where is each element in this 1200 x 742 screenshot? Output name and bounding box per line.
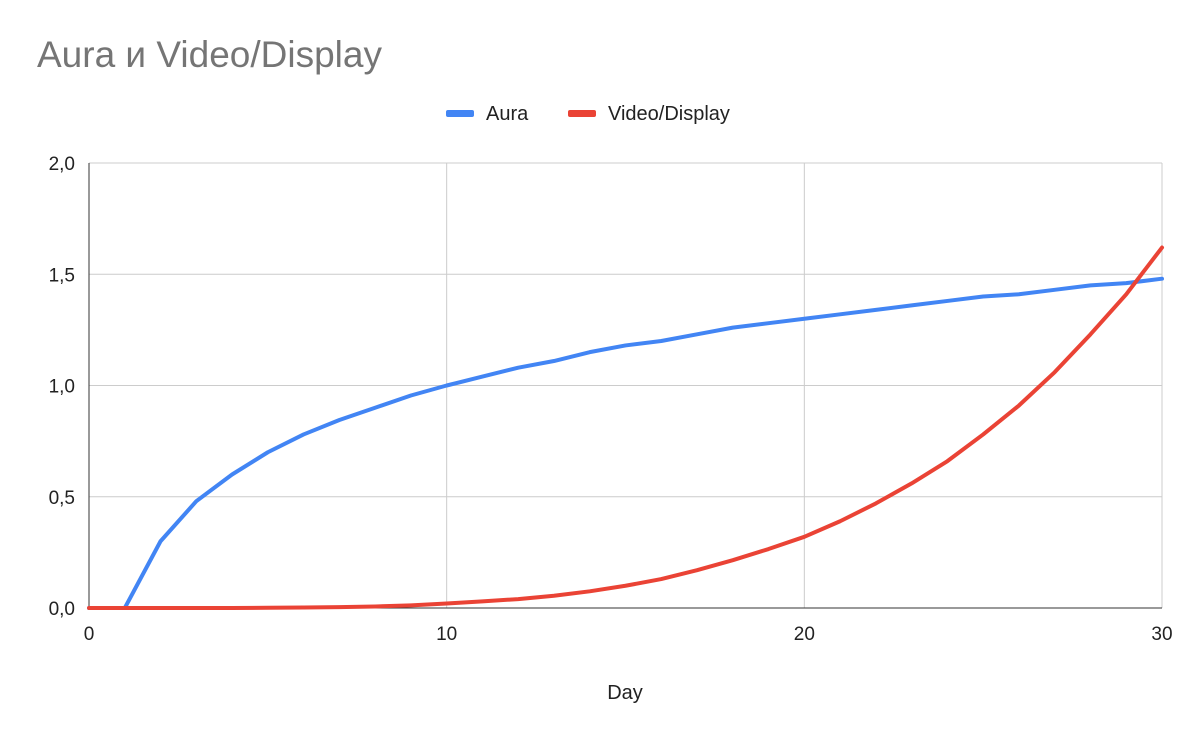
- y-tick-label: 2,0: [49, 154, 75, 175]
- x-axis-ticks: 0 10 20 30: [84, 624, 1173, 645]
- series-line-aura: [87, 276, 1164, 610]
- legend-swatch-1: [568, 110, 596, 117]
- grid-lines: [88, 162, 1163, 609]
- x-axis-title: Day: [607, 682, 643, 704]
- y-tick-label: 1,5: [49, 265, 75, 286]
- y-axis-ticks: 0,0 0,5 1,0 1,5 2,0: [49, 154, 75, 620]
- x-tick-label: 10: [436, 624, 457, 645]
- x-tick-label: 0: [84, 624, 95, 645]
- y-tick-label: 0,0: [49, 599, 75, 620]
- x-tick-label: 30: [1151, 624, 1172, 645]
- y-tick-label: 0,5: [49, 488, 75, 509]
- chart-title: Aura и Video/Display: [37, 34, 382, 75]
- legend-label: Aura: [486, 103, 529, 125]
- legend: Aura Video/Display: [446, 103, 730, 125]
- x-tick-label: 20: [794, 624, 815, 645]
- series-lines: [87, 245, 1164, 610]
- legend-label: Video/Display: [608, 103, 730, 125]
- y-tick-label: 1,0: [49, 377, 75, 398]
- legend-swatch-0: [446, 110, 474, 117]
- series-line-video-display: [87, 245, 1164, 610]
